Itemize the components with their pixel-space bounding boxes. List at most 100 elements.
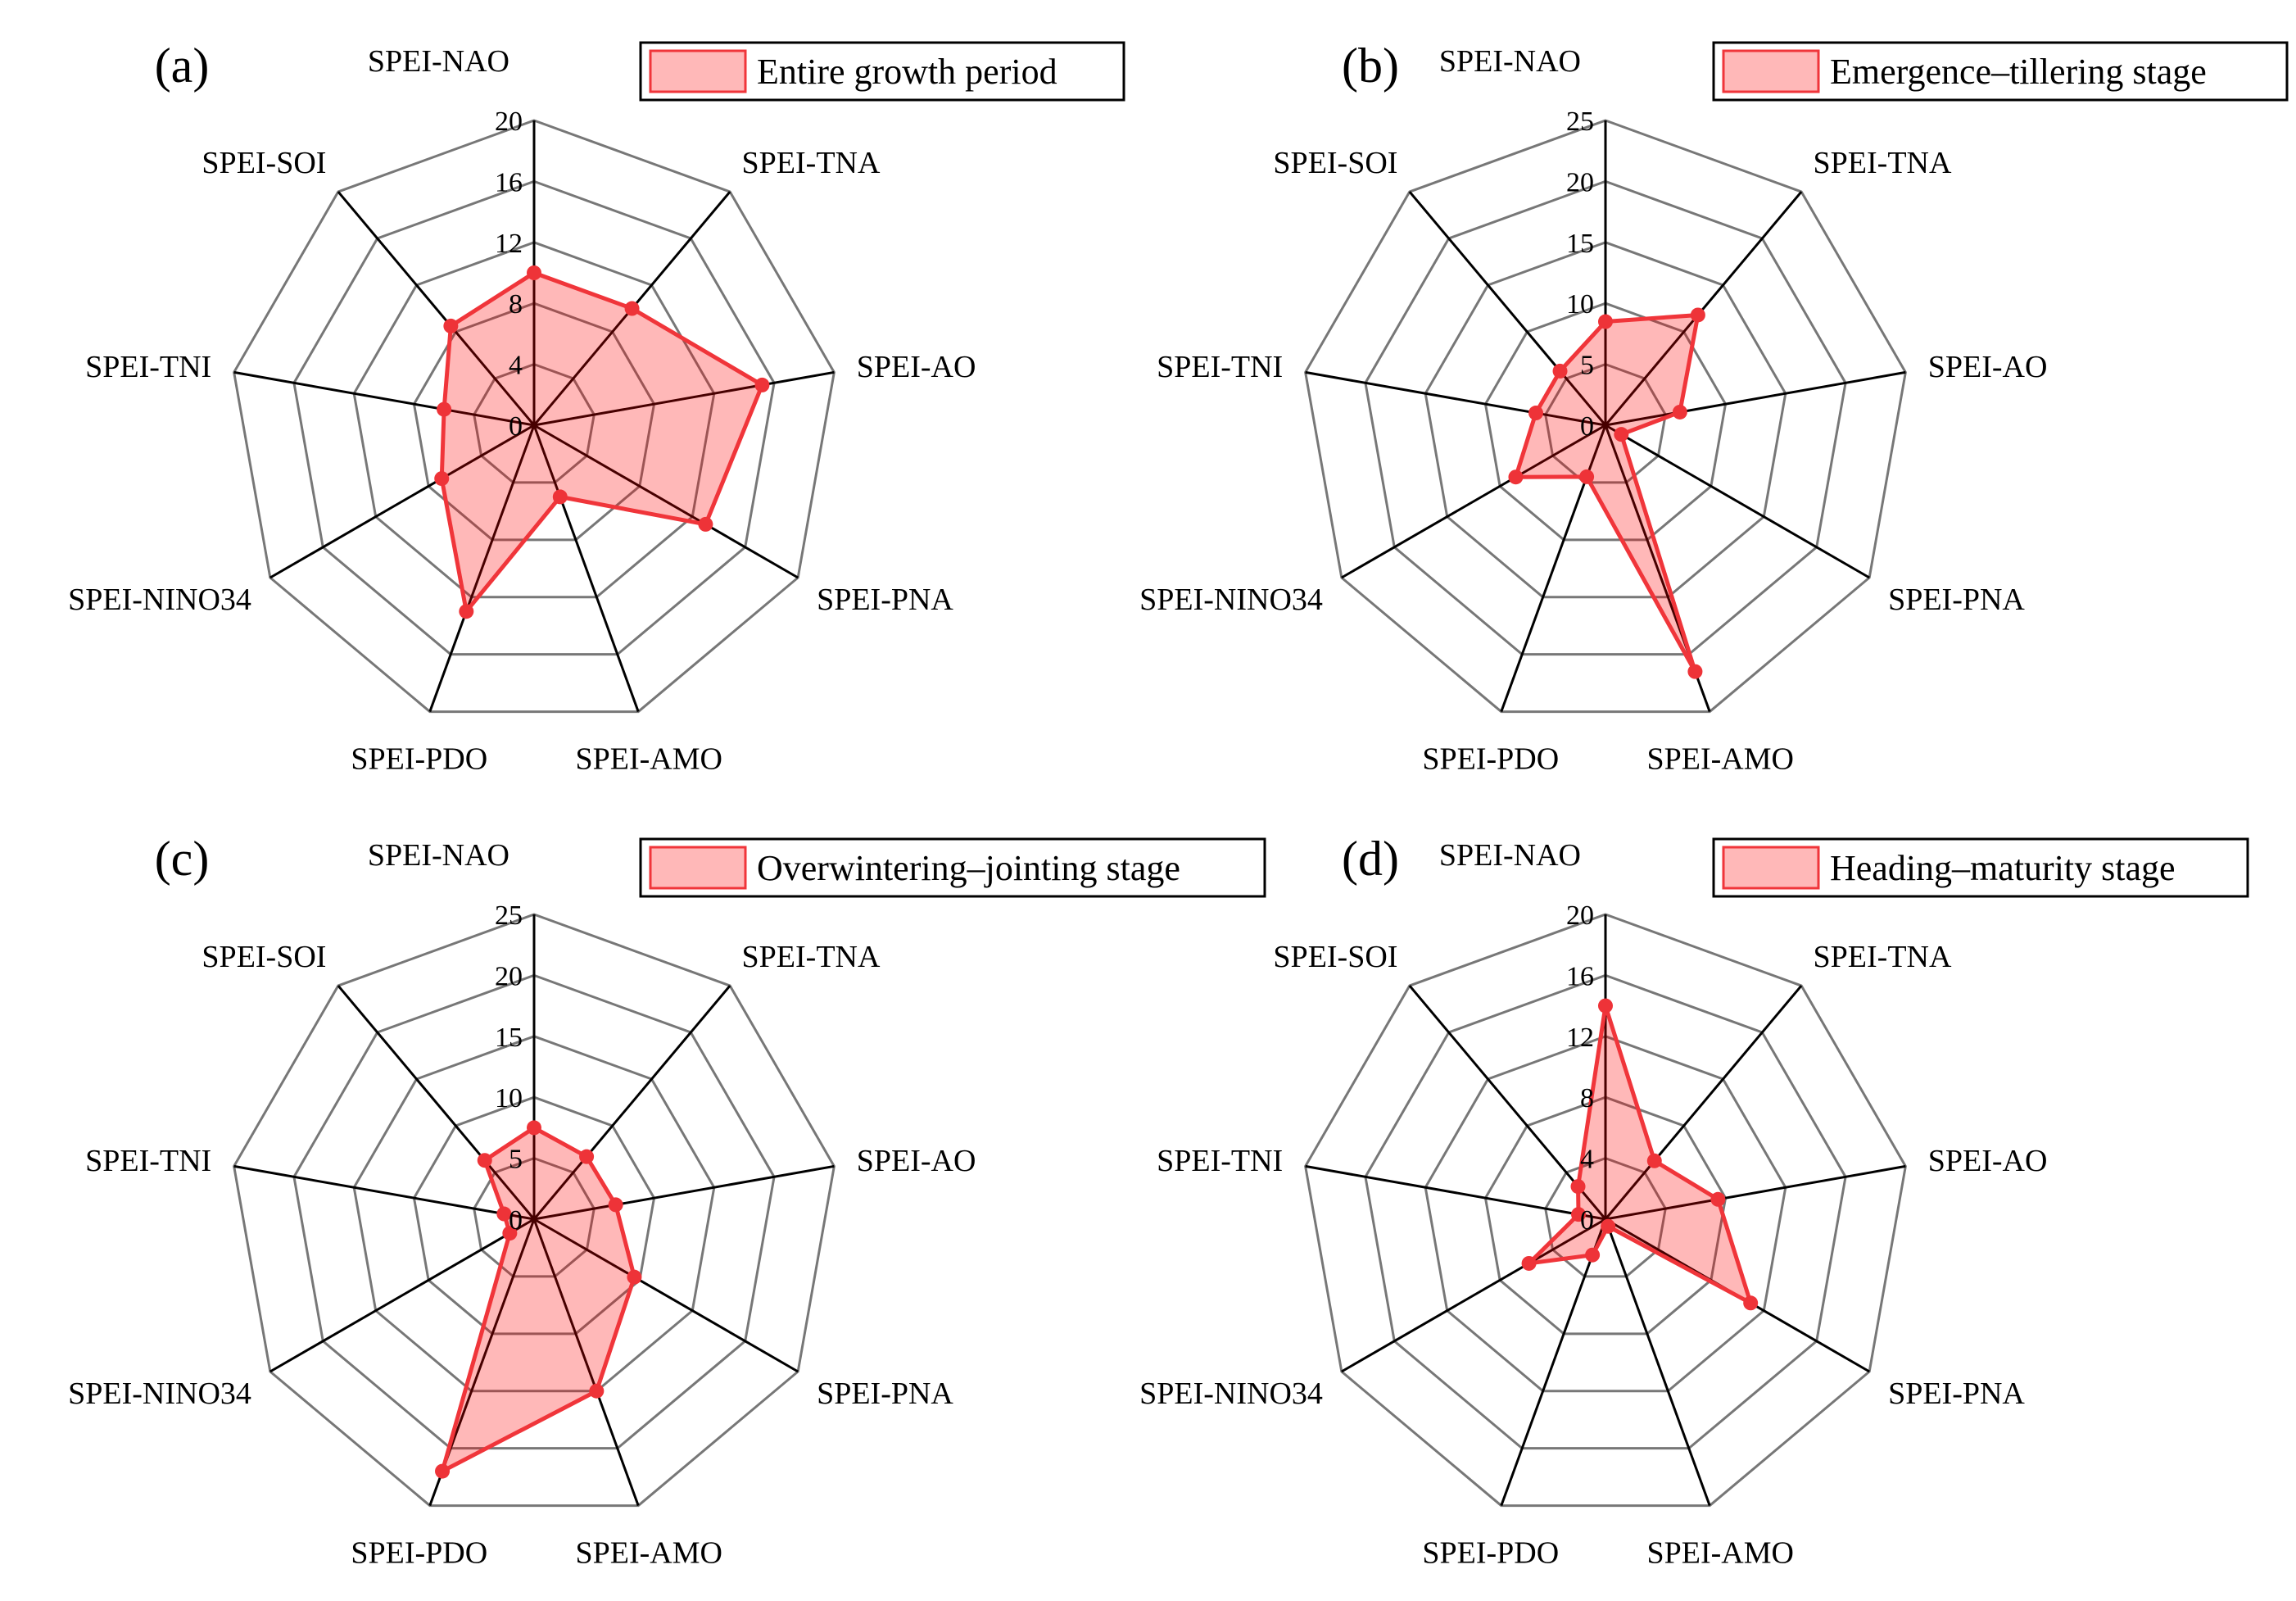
tick-label: 4 bbox=[1580, 1145, 1594, 1175]
radar-panel-4: 0 4 8 12 16 20 SPEI-NAO SPEI-TNA SPEI-AO SPEI-PNA… bbox=[1139, 832, 2249, 1570]
legend-label: Heading–maturity stage bbox=[1830, 848, 2176, 888]
axis-label: SPEI-PDO bbox=[1422, 1535, 1559, 1570]
axis-label: SPEI-NINO34 bbox=[1139, 583, 1323, 617]
radar-panel-1: 0 4 8 12 16 20 SPEI-NAO SPEI-TNA SPEI-AO SPEI-PNA… bbox=[68, 39, 1125, 776]
data-point bbox=[434, 471, 450, 487]
axis-spoke bbox=[1605, 1164, 1906, 1221]
legend-swatch bbox=[1722, 49, 1820, 93]
panel-letter: (d) bbox=[1342, 832, 1399, 886]
axis-spoke bbox=[1604, 1218, 1711, 1507]
axis-label: SPEI-TNI bbox=[1157, 350, 1283, 384]
grid-ring bbox=[1364, 179, 1847, 656]
data-point bbox=[1508, 469, 1524, 485]
data-area bbox=[439, 270, 764, 614]
grid-ring bbox=[1304, 119, 1907, 714]
panel-letter: (b) bbox=[1342, 39, 1399, 93]
tick-label: 5 bbox=[1580, 351, 1594, 381]
axis-spoke bbox=[533, 424, 799, 579]
axis-label: SPEI-NAO bbox=[1439, 838, 1581, 873]
legend-swatch bbox=[649, 49, 747, 93]
axis-spoke bbox=[533, 1164, 835, 1221]
tick-label: 4 bbox=[509, 351, 523, 381]
data-point bbox=[1598, 998, 1613, 1014]
axis-label: SPEI-NAO bbox=[368, 838, 509, 873]
legend-label: Entire growth period bbox=[757, 52, 1057, 92]
axis-label: SPEI-TNI bbox=[85, 350, 211, 384]
axis-label: SPEI-AMO bbox=[575, 1535, 722, 1570]
axis-spoke bbox=[269, 1218, 535, 1373]
data-point bbox=[1672, 404, 1687, 420]
axis-label: SPEI-SOI bbox=[1273, 146, 1397, 180]
axis-label: SPEI-NAO bbox=[368, 44, 509, 79]
tick-label: 8 bbox=[509, 289, 523, 320]
grid-ring bbox=[352, 1035, 716, 1393]
data-point bbox=[754, 377, 770, 392]
data-point bbox=[502, 1226, 518, 1241]
tick-label: 0 bbox=[509, 411, 523, 442]
axis-spoke bbox=[1500, 1218, 1607, 1507]
data-point bbox=[1614, 427, 1629, 442]
axis-spoke bbox=[269, 424, 535, 579]
grid-ring bbox=[1304, 913, 1907, 1508]
axis-label: SPEI-NAO bbox=[1439, 44, 1581, 79]
axis-spoke bbox=[337, 985, 536, 1220]
tick-label: 15 bbox=[495, 1023, 523, 1053]
tick-label: 0 bbox=[1580, 1205, 1594, 1236]
axis-spoke bbox=[1305, 370, 1606, 427]
grid-ring bbox=[1424, 1035, 1787, 1393]
radar-panel-3: 0 5 10 15 20 25 SPEI-NAO SPEI-TNA SPEI-AO SPEI-PN… bbox=[68, 832, 1266, 1570]
grid-ring bbox=[292, 179, 776, 656]
axis-label: SPEI-AMO bbox=[1646, 742, 1793, 776]
tick-label: 8 bbox=[1580, 1083, 1594, 1113]
grid-ring bbox=[1364, 973, 1847, 1450]
legend-swatch bbox=[1722, 846, 1820, 890]
legend: Heading–maturity stage bbox=[1712, 837, 2249, 898]
axis-spoke bbox=[1341, 1218, 1606, 1373]
grid-ring bbox=[233, 119, 836, 714]
axis-label: SPEI-SOI bbox=[1273, 940, 1397, 974]
axis-spoke bbox=[1408, 985, 1607, 1220]
data-point bbox=[627, 1269, 642, 1285]
legend-box bbox=[1712, 837, 2249, 898]
data-point bbox=[1528, 406, 1544, 421]
axis-spoke bbox=[1605, 370, 1906, 427]
axis-spoke bbox=[233, 370, 535, 427]
grid-ring bbox=[1483, 1095, 1728, 1336]
data-point bbox=[1743, 1295, 1759, 1311]
axis-spoke bbox=[337, 191, 536, 426]
grid-ring bbox=[473, 363, 596, 484]
axis-label: SPEI-TNA bbox=[742, 940, 881, 974]
tick-label: 15 bbox=[1566, 229, 1594, 259]
data-point bbox=[589, 1383, 605, 1399]
data-point bbox=[437, 401, 452, 417]
grid-ring bbox=[292, 973, 776, 1450]
data-point bbox=[477, 1153, 492, 1168]
axis-label: SPEI-PNA bbox=[817, 1376, 953, 1411]
tick-label: 20 bbox=[1566, 167, 1594, 197]
radar-panel-2: 0 5 10 15 20 25 SPEI-NAO SPEI-TNA SPEI-AO SPEI-PN… bbox=[1139, 39, 2289, 776]
grid-ring bbox=[412, 1095, 656, 1336]
legend-box bbox=[1712, 41, 2289, 102]
tick-label: 5 bbox=[509, 1145, 523, 1175]
tick-label: 0 bbox=[1580, 411, 1594, 442]
data-point bbox=[527, 265, 541, 280]
data-point bbox=[1690, 307, 1705, 323]
axis-label: SPEI-TNI bbox=[85, 1144, 211, 1178]
data-point bbox=[1646, 1153, 1662, 1168]
axis-label: SPEI-SOI bbox=[202, 146, 326, 180]
tick-label: 10 bbox=[1566, 289, 1594, 320]
tick-label: 20 bbox=[495, 961, 523, 991]
axis-label: SPEI-TNI bbox=[1157, 1144, 1283, 1178]
data-point bbox=[552, 489, 568, 505]
axis-spoke bbox=[533, 370, 835, 427]
axis-label: SPEI-PDO bbox=[1422, 742, 1559, 776]
data-point bbox=[1687, 664, 1703, 679]
axis-spoke bbox=[1305, 1164, 1606, 1221]
axis-label: SPEI-PDO bbox=[351, 1535, 487, 1570]
axis-label: SPEI-AMO bbox=[575, 742, 722, 776]
legend: Emergence–tillering stage bbox=[1712, 41, 2289, 102]
data-point bbox=[624, 301, 640, 316]
grid-ring bbox=[412, 302, 656, 542]
data-point bbox=[435, 1463, 451, 1479]
